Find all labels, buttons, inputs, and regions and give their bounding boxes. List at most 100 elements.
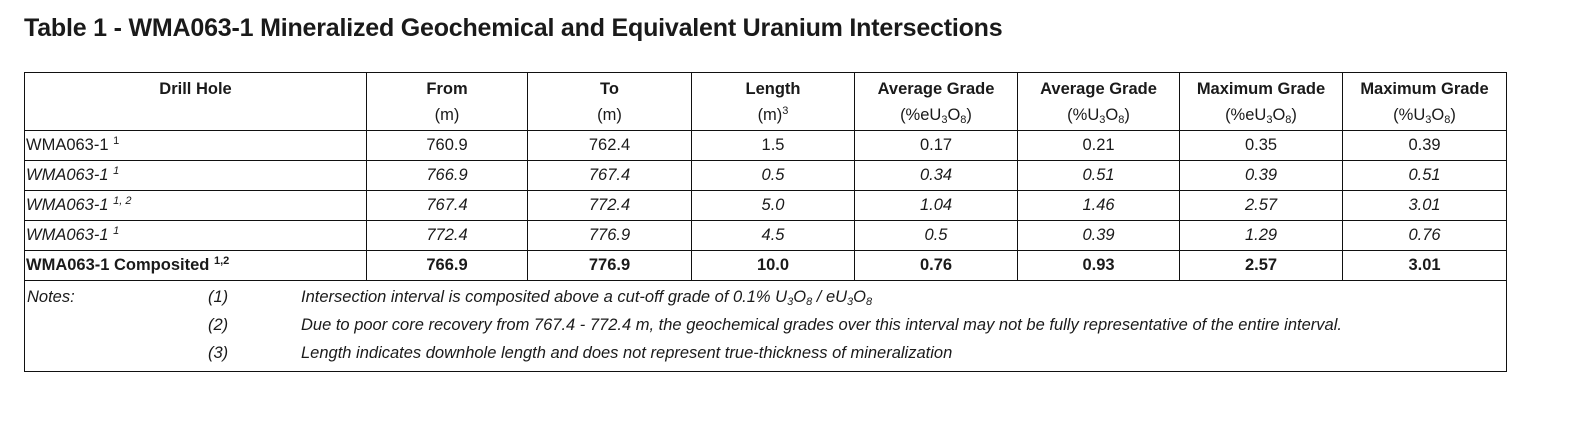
header-unit: (m) <box>528 102 691 128</box>
value-cell: 772.4 <box>366 220 528 251</box>
drill-hole: WMA063-1 <box>26 166 109 184</box>
value-cell: 0.51 <box>1017 160 1180 191</box>
text-part: O <box>853 287 867 306</box>
notes-label: Notes: <box>27 287 75 306</box>
value-cell: 0.39 <box>1179 160 1343 191</box>
table-row: WMA063-1 Composited 1,2 766.9 776.9 10.0 0.7… <box>24 250 1507 281</box>
header-title: Drill Hole <box>159 79 232 98</box>
value-cell: 1.46 <box>1017 190 1180 221</box>
value-cell: 2.57 <box>1179 250 1343 281</box>
subscript: 3 <box>1425 113 1432 126</box>
value-cell: 767.4 <box>366 190 528 221</box>
value-cell: 0.21 <box>1017 130 1180 161</box>
drill-hole: WMA063-1 Composited <box>26 256 210 274</box>
value-cell: 772.4 <box>527 190 692 221</box>
note-text: Due to poor core recovery from 767.4 - 7… <box>301 316 1342 335</box>
header-title: Maximum Grade <box>1360 79 1489 98</box>
drill-hole-cell: WMA063-1 1 <box>24 160 367 191</box>
text-part: ) <box>1291 105 1297 124</box>
header-title: Length <box>745 79 801 98</box>
note-number: (3) <box>208 343 229 362</box>
text-part: O <box>947 105 961 124</box>
text-part: O <box>793 287 807 306</box>
value-cell: 2.57 <box>1179 190 1343 221</box>
data-table: Drill Hole From (m) To (m) Length (m)3 Average… <box>24 72 1507 372</box>
value-cell: 1.5 <box>691 130 855 161</box>
text-part: ) <box>966 105 972 124</box>
drill-hole-cell: WMA063-1 Composited 1,2 <box>24 250 367 281</box>
subscript: 3 <box>941 113 948 126</box>
value-cell: 0.39 <box>1017 220 1180 251</box>
note: (3) Length indicates downhole length and … <box>27 339 1506 367</box>
note-ref: 1 <box>113 135 120 147</box>
note-number: (2) <box>208 315 229 334</box>
value-cell: 0.39 <box>1342 130 1507 161</box>
header-cell: Drill Hole <box>24 72 367 131</box>
note-ref: 1 <box>113 165 120 177</box>
subscript: 3 <box>1266 113 1273 126</box>
header-title: Average Grade <box>1040 79 1157 98</box>
text-part: (%U <box>1393 105 1426 124</box>
subscript: 8 <box>866 295 873 308</box>
note-ref: 1,2 <box>213 255 230 267</box>
subscript: 8 <box>1118 113 1125 126</box>
text-part: ) <box>1124 105 1130 124</box>
text-part: Intersection interval is composited abov… <box>301 287 788 306</box>
subscript: 3 <box>787 295 794 308</box>
drill-hole: WMA063-1 <box>26 196 109 214</box>
header-cell: From (m) <box>366 72 528 131</box>
drill-hole-cell: WMA063-1 1 <box>24 220 367 251</box>
header-title: To <box>600 79 619 98</box>
value-cell: 1.04 <box>854 190 1018 221</box>
subscript: 8 <box>1285 113 1292 126</box>
header-unit: (%eU3O8) <box>1180 102 1342 128</box>
text-part: (%eU <box>900 105 942 124</box>
value-cell: 766.9 <box>366 250 528 281</box>
note-number: (1) <box>208 287 229 306</box>
drill-hole: WMA063-1 <box>26 226 109 244</box>
header-cell: Average Grade (%eU3O8) <box>854 72 1018 131</box>
table-title: Table 1 - WMA063-1 Mineralized Geochemic… <box>24 14 1003 42</box>
value-cell: 0.93 <box>1017 250 1180 281</box>
value-cell: 0.5 <box>854 220 1018 251</box>
header-unit: (%U3O8) <box>1018 102 1179 128</box>
superscript: 3 <box>782 104 789 117</box>
note-ref: 1, 2 <box>113 195 132 207</box>
table-row: WMA063-1 1, 2 767.4 772.4 5.0 1.04 1.46 2.57 3.… <box>24 190 1507 221</box>
text-part: O <box>1431 105 1445 124</box>
header-unit <box>25 102 366 128</box>
text-part: Length indicates downhole length and doe… <box>301 343 953 362</box>
value-cell: 1.29 <box>1179 220 1343 251</box>
value-cell: 767.4 <box>527 160 692 191</box>
drill-hole-cell: WMA063-1 1 <box>24 130 367 161</box>
value-cell: 4.5 <box>691 220 855 251</box>
notes-row: Notes: (1) Intersection interval is compos… <box>24 280 1507 372</box>
table-row: WMA063-1 1 760.9 762.4 1.5 0.17 0.21 0.35 0.39 <box>24 130 1507 161</box>
note-label-cell: Notes: <box>27 288 208 307</box>
text-part: O <box>1105 105 1119 124</box>
value-cell: 766.9 <box>366 160 528 191</box>
note: Notes: (1) Intersection interval is compos… <box>27 283 1506 311</box>
header-cell: Average Grade (%U3O8) <box>1017 72 1180 131</box>
header-cell: Maximum Grade (%U3O8) <box>1342 72 1507 131</box>
value-cell: 0.51 <box>1342 160 1507 191</box>
text-part: O <box>1272 105 1286 124</box>
note-ref: 1 <box>113 225 120 237</box>
value-cell: 0.35 <box>1179 130 1343 161</box>
subscript: 8 <box>1444 113 1451 126</box>
text-part: (m) <box>434 105 460 124</box>
text-part: / eU <box>812 287 848 306</box>
value-cell: 0.5 <box>691 160 855 191</box>
notes-cell: Notes: (1) Intersection interval is compos… <box>24 280 1507 372</box>
header-cell: Maximum Grade (%eU3O8) <box>1179 72 1343 131</box>
value-cell: 0.34 <box>854 160 1018 191</box>
text-part: (m) <box>757 105 783 124</box>
drill-hole-cell: WMA063-1 1, 2 <box>24 190 367 221</box>
subscript: 3 <box>1099 113 1106 126</box>
text-part: ) <box>1450 105 1456 124</box>
subscript: 3 <box>847 295 854 308</box>
header-cell: Length (m)3 <box>691 72 855 131</box>
value-cell: 0.17 <box>854 130 1018 161</box>
subscript: 8 <box>806 295 813 308</box>
